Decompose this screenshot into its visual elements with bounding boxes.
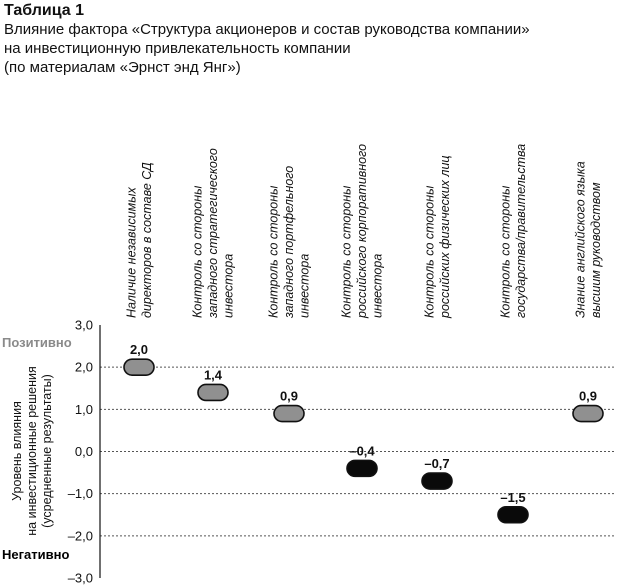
table-title: Таблица 1 [4, 2, 85, 19]
data-marker [572, 404, 604, 423]
negative-label: Негативно [2, 547, 69, 562]
y-axis-label-line: Уровень влияния [10, 401, 24, 501]
y-tick-label: 3,0 [75, 318, 93, 333]
category-label: Контроль со стороны [191, 186, 205, 318]
category-label: инвестора [222, 254, 236, 318]
data-value-label: –0,7 [424, 456, 449, 471]
category-label: Контроль со стороны [267, 186, 281, 318]
data-marker [123, 358, 155, 376]
subtitle-line-1: Влияние фактора «Структура акционеров и … [4, 21, 530, 38]
category-label: российских физических лиц [438, 155, 452, 319]
category-label: инвестора [371, 254, 385, 318]
data-marker [421, 472, 453, 490]
markers: 2,0 1,4 0,9 –0,4 –0,7 –1,5 0,9 [123, 342, 604, 524]
data-marker [273, 404, 305, 423]
category-label: Контроль со стороны [422, 186, 436, 318]
axis-layer: 3,0 2,0 1,0 0,0 –1,0 –2,0 –3,0 [68, 318, 101, 586]
category-label: Контроль со стороны [498, 186, 512, 318]
data-marker [497, 505, 529, 524]
data-marker [197, 383, 229, 402]
data-value-label: 1,4 [204, 367, 223, 382]
data-value-label: 0,9 [579, 389, 597, 404]
category-labels: Наличие независимых директоров в составе … [124, 144, 603, 319]
subtitle-line-2: на инвестиционную привлекательность комп… [4, 40, 351, 57]
grid-layer [100, 366, 614, 537]
data-value-label: 2,0 [130, 342, 148, 357]
category-label: инвестора [298, 254, 312, 318]
y-axis-label: Уровень влиянияна инвестиционные решения… [10, 366, 54, 535]
data-marker [346, 459, 378, 478]
category-label: Наличие независимых [124, 187, 138, 318]
y-axis-label-line: (усредненные результаты) [40, 374, 54, 528]
category-label: Знание английского языка [573, 161, 587, 318]
data-value-label: –0,4 [349, 443, 375, 458]
category-label: директоров в составе СД [140, 162, 154, 318]
y-tick-label: 0,0 [75, 444, 93, 459]
data-value-label: 0,9 [280, 389, 298, 404]
category-label: западного портфельного [282, 166, 296, 319]
title-block: Таблица 1 Влияние фактора «Структура акц… [4, 2, 624, 77]
category-label: российского корпоративного [355, 144, 369, 319]
data-value-label: –1,5 [500, 490, 525, 505]
y-tick-label: –3,0 [68, 571, 93, 586]
category-label: западного стратегического [206, 148, 220, 319]
y-tick-label: –1,0 [68, 486, 93, 501]
y-tick-label: –2,0 [68, 528, 93, 543]
category-label: государства/правительства [514, 144, 528, 318]
category-label: высшим руководством [589, 182, 603, 318]
subtitle-line-3: (по материалам «Эрнст энд Янг») [4, 59, 241, 76]
positive-label: Позитивно [2, 335, 72, 350]
y-axis-label-line: на инвестиционные решения [25, 366, 39, 535]
y-tick-label: 1,0 [75, 402, 93, 417]
category-label: Контроль со стороны [340, 186, 354, 318]
y-tick-label: 2,0 [75, 360, 93, 375]
